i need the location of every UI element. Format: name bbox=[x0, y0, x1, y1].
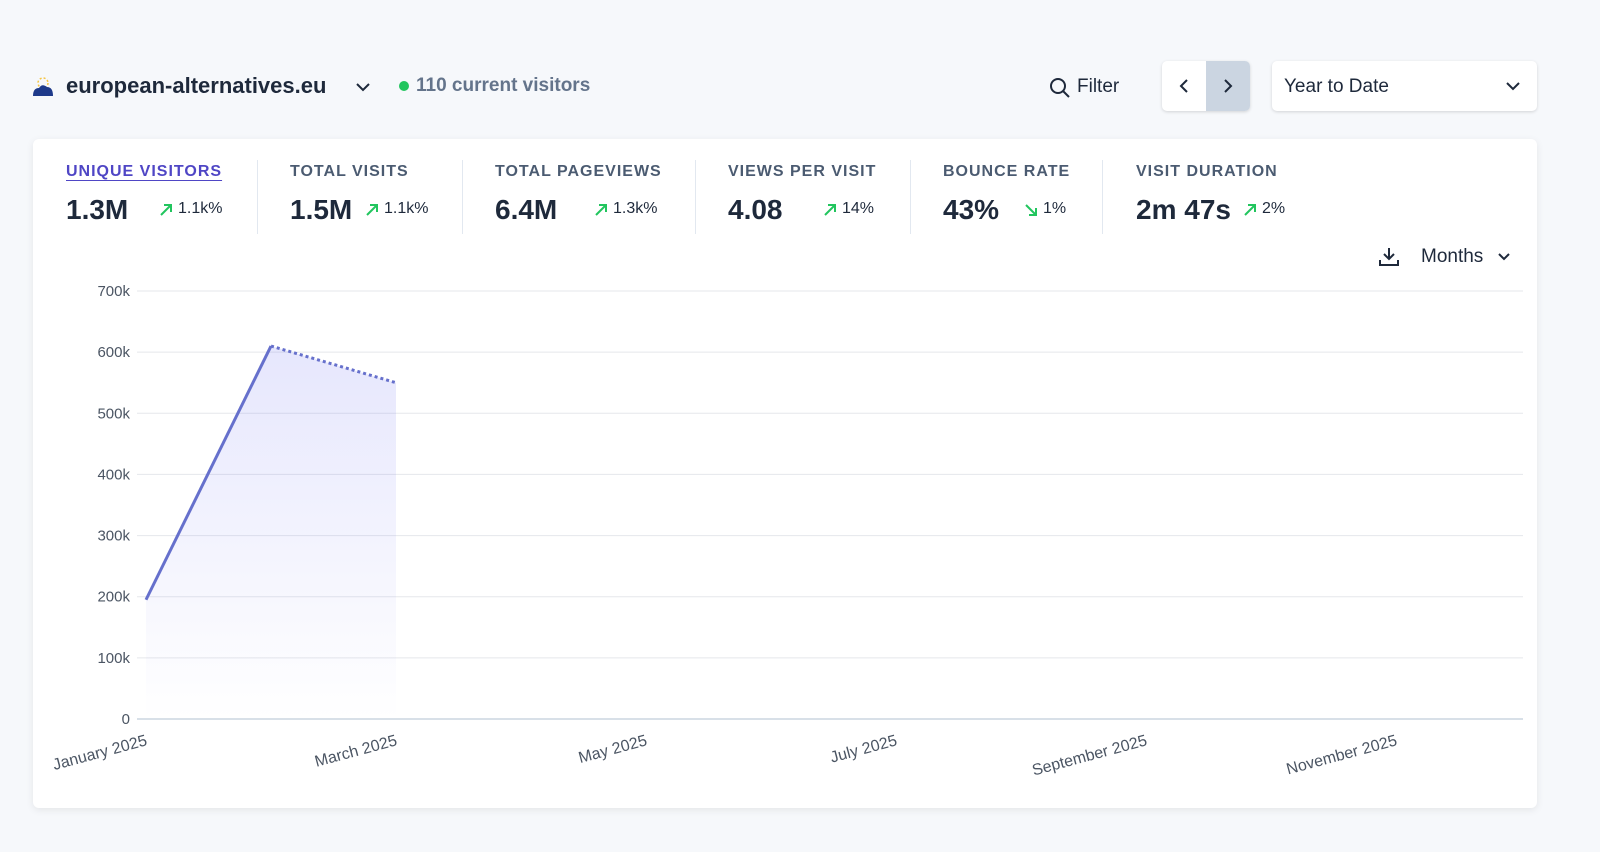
period-dropdown-icon bbox=[1506, 82, 1520, 91]
site-dropdown-icon[interactable] bbox=[354, 80, 372, 94]
stat-change: 1.3k% bbox=[613, 200, 658, 217]
trend-up-icon bbox=[1244, 204, 1256, 216]
period-nav bbox=[1162, 61, 1250, 111]
stat-label[interactable]: UNIQUE VISITORS bbox=[66, 163, 223, 180]
y-tick-label: 0 bbox=[122, 711, 130, 728]
y-tick-label: 500k bbox=[97, 405, 130, 422]
y-tick-label: 200k bbox=[97, 589, 130, 606]
trend-up-icon bbox=[595, 204, 607, 216]
trend-arrow bbox=[160, 204, 172, 216]
interval-select[interactable]: Months bbox=[1421, 246, 1484, 267]
stat-value: 1.3M bbox=[66, 194, 129, 225]
trend-arrow bbox=[595, 204, 607, 216]
x-tick-label: July 2025 bbox=[828, 732, 899, 766]
line-area bbox=[146, 346, 396, 719]
stat-label[interactable]: TOTAL VISITS bbox=[290, 163, 409, 180]
stat-divider bbox=[462, 160, 463, 234]
trend-arrow bbox=[824, 204, 836, 216]
stat-label[interactable]: TOTAL PAGEVIEWS bbox=[495, 163, 662, 180]
line-series bbox=[144, 345, 273, 601]
stat-value: 4.08 bbox=[728, 194, 783, 225]
trend-arrow bbox=[1244, 204, 1256, 216]
y-tick-label: 100k bbox=[97, 650, 130, 667]
next-button[interactable] bbox=[1206, 61, 1250, 111]
filter-button[interactable]: Filter bbox=[1077, 76, 1120, 97]
search-icon[interactable] bbox=[1048, 76, 1072, 100]
stat-divider bbox=[257, 160, 258, 234]
x-tick-label: September 2025 bbox=[1030, 732, 1149, 779]
y-tick-label: 300k bbox=[97, 528, 130, 545]
trend-arrow bbox=[1025, 204, 1037, 216]
stat-change: 2% bbox=[1262, 200, 1286, 217]
stat-change: 1.1k% bbox=[178, 200, 223, 217]
x-tick-label: January 2025 bbox=[51, 732, 149, 774]
site-logo bbox=[33, 77, 53, 96]
current-visitors[interactable]: 110 current visitors bbox=[416, 75, 591, 96]
trend-down-icon bbox=[1025, 204, 1037, 216]
stat-value: 43% bbox=[943, 194, 1000, 225]
stat-change: 14% bbox=[842, 200, 875, 217]
stat-change: 1.1k% bbox=[384, 200, 429, 217]
trend-up-icon bbox=[160, 204, 172, 216]
x-tick-label: November 2025 bbox=[1285, 732, 1399, 778]
stat-divider bbox=[910, 160, 911, 234]
prev-button[interactable] bbox=[1162, 61, 1206, 111]
stat-value: 1.5M bbox=[290, 194, 353, 225]
stat-divider bbox=[1102, 160, 1103, 234]
stat-label[interactable]: VISIT DURATION bbox=[1136, 163, 1278, 180]
y-tick-label: 700k bbox=[97, 283, 130, 300]
site-name[interactable]: european-alternatives.eu bbox=[66, 73, 327, 98]
stat-label[interactable]: VIEWS PER VISIT bbox=[728, 163, 877, 180]
trend-up-icon bbox=[366, 204, 378, 216]
stat-label[interactable]: BOUNCE RATE bbox=[943, 163, 1071, 180]
line-series-incomplete bbox=[270, 344, 397, 385]
download-icon[interactable] bbox=[1378, 246, 1400, 268]
live-dot bbox=[399, 81, 409, 91]
stat-divider bbox=[695, 160, 696, 234]
stat-change: 1% bbox=[1043, 200, 1067, 217]
trend-up-icon bbox=[824, 204, 836, 216]
y-tick-label: 400k bbox=[97, 466, 130, 483]
y-tick-label: 600k bbox=[97, 344, 130, 361]
period-select[interactable] bbox=[1272, 61, 1537, 111]
x-tick-label: May 2025 bbox=[577, 732, 649, 767]
trend-arrow bbox=[366, 204, 378, 216]
x-tick-label: March 2025 bbox=[313, 732, 399, 770]
stat-value: 6.4M bbox=[495, 194, 558, 225]
interval-dropdown-icon[interactable] bbox=[1496, 250, 1514, 264]
stat-value: 2m 47s bbox=[1136, 194, 1231, 225]
period-label[interactable]: Year to Date bbox=[1284, 76, 1389, 97]
